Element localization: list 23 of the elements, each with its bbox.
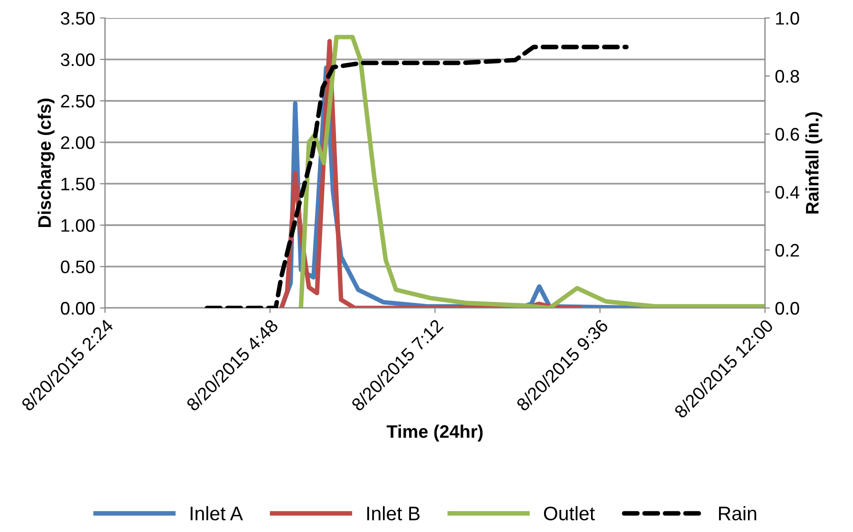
y2-tick-label: 0.6 — [775, 128, 800, 141]
legend-label: Inlet B — [367, 506, 420, 520]
y2-tick-label: 0.2 — [775, 244, 799, 257]
y-tick-label: 0.50 — [60, 260, 95, 274]
line-series — [298, 34, 765, 308]
y-tick-label: 2.00 — [61, 136, 95, 150]
y2-tick-label: 0.8 — [775, 70, 800, 83]
y-tick-label: 3.50 — [60, 12, 95, 25]
legend-label: Rain — [719, 506, 756, 520]
line-series — [204, 44, 629, 308]
y2-tick-label: 1.0 — [776, 12, 800, 25]
y-axis-title: Discharge (cfs) — [38, 98, 55, 228]
y2-tick-label: 0.4 — [775, 186, 800, 199]
y-tick-label: 1.50 — [62, 178, 95, 190]
legend-label: Inlet A — [190, 506, 243, 520]
y2-axis-title: Rainfall (in.) — [805, 112, 822, 214]
y-tick-label: 1.00 — [62, 219, 95, 232]
y2-tick-label: 0.0 — [775, 302, 800, 315]
y-tick-label: 2.50 — [61, 94, 95, 108]
y-tick-label: 3.00 — [60, 53, 95, 66]
legend-label: Outlet — [544, 506, 595, 520]
y-tick-label: 0.00 — [60, 302, 95, 315]
x-axis-title: Time (24hr) — [386, 424, 483, 442]
